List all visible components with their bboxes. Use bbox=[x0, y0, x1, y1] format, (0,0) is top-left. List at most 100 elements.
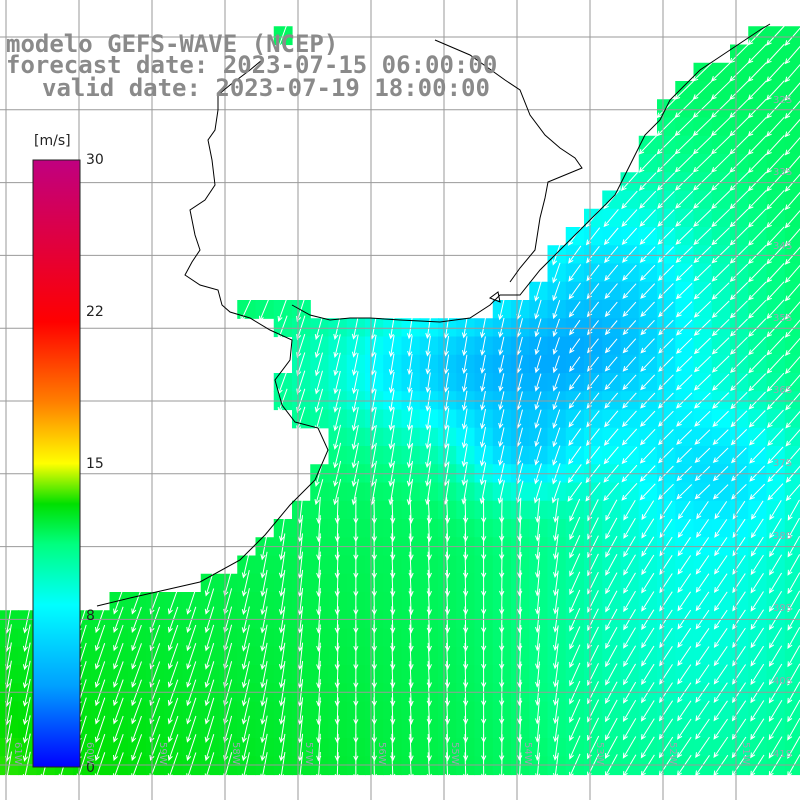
wind-arrow bbox=[729, 245, 749, 264]
wind-arrow bbox=[604, 283, 618, 300]
wind-arrow bbox=[462, 661, 469, 689]
field-cell bbox=[784, 81, 800, 100]
wind-arrow bbox=[605, 626, 618, 650]
wind-arrow bbox=[553, 570, 559, 597]
wind-arrow bbox=[517, 588, 523, 615]
wind-arrow bbox=[186, 697, 197, 725]
wind-arrow bbox=[603, 209, 619, 228]
wind-arrow bbox=[241, 733, 250, 762]
wind-arrow bbox=[713, 591, 728, 612]
wind-arrow bbox=[605, 499, 618, 522]
wind-arrow bbox=[462, 588, 469, 616]
wind-arrow bbox=[552, 445, 561, 466]
lat-label-35s: 35S bbox=[773, 313, 793, 324]
wind-arrow bbox=[784, 100, 800, 119]
wind-arrow bbox=[710, 135, 731, 155]
wind-arrow bbox=[131, 715, 142, 743]
wind-arrow bbox=[186, 588, 197, 615]
wind-arrow bbox=[766, 336, 785, 356]
wind-arrow bbox=[113, 643, 124, 670]
wind-arrow bbox=[131, 624, 142, 652]
wind-arrow bbox=[552, 373, 560, 392]
wind-arrow bbox=[693, 282, 712, 300]
wind-arrow bbox=[621, 446, 638, 465]
wind-arrow bbox=[693, 319, 711, 336]
wind-arrow bbox=[747, 135, 767, 155]
wind-arrow bbox=[534, 337, 542, 356]
wind-arrow bbox=[675, 301, 693, 318]
wind-arrow bbox=[768, 663, 783, 686]
wind-arrow bbox=[640, 356, 655, 372]
wind-arrow bbox=[656, 117, 676, 137]
wind-arrow bbox=[517, 551, 523, 579]
wind-arrow bbox=[497, 480, 505, 505]
wind-arrow bbox=[444, 515, 451, 543]
wind-arrow bbox=[277, 23, 288, 49]
wind-arrow bbox=[552, 281, 561, 302]
wind-arrow bbox=[314, 479, 324, 506]
wind-arrow bbox=[768, 700, 783, 722]
wind-arrow bbox=[462, 624, 469, 652]
wind-arrow bbox=[750, 573, 764, 594]
wind-arrow bbox=[622, 320, 637, 336]
wind-arrow bbox=[638, 135, 657, 155]
wind-arrow bbox=[641, 554, 655, 576]
wind-arrow bbox=[186, 734, 197, 762]
wind-arrow bbox=[713, 628, 728, 648]
wind-arrow bbox=[622, 374, 637, 391]
wind-arrow bbox=[676, 410, 693, 427]
wind-arrow bbox=[390, 733, 396, 762]
lon-label-60w: 60W bbox=[84, 742, 95, 765]
wind-arrow bbox=[390, 642, 396, 671]
wind-arrow bbox=[731, 718, 747, 740]
wind-arrow bbox=[604, 410, 619, 428]
wind-arrow bbox=[622, 301, 637, 318]
wind-arrow bbox=[693, 337, 711, 355]
wind-arrow bbox=[604, 356, 618, 372]
wind-arrow bbox=[750, 627, 765, 649]
wind-arrow bbox=[784, 228, 800, 247]
wind-arrow bbox=[640, 301, 655, 318]
wind-arrow bbox=[552, 734, 559, 761]
wind-arrow bbox=[674, 135, 694, 155]
wind-arrow bbox=[750, 663, 765, 685]
wind-arrow bbox=[730, 391, 748, 410]
wind-arrow bbox=[676, 736, 692, 759]
wind-arrow bbox=[204, 624, 215, 652]
wind-arrow bbox=[729, 172, 749, 192]
wind-arrow bbox=[729, 44, 749, 64]
wind-arrow bbox=[749, 428, 766, 446]
wind-arrow bbox=[623, 518, 636, 539]
colorbar-unit: [m/s] bbox=[34, 133, 71, 149]
wind-arrow bbox=[605, 645, 618, 668]
wind-arrow bbox=[351, 406, 359, 432]
wind-arrow bbox=[675, 392, 693, 409]
wind-arrow bbox=[390, 569, 396, 598]
wind-arrow bbox=[639, 227, 656, 245]
wind-arrow bbox=[552, 244, 561, 266]
wind-arrow bbox=[621, 227, 638, 245]
wind-arrow bbox=[480, 391, 486, 411]
wind-arrow bbox=[204, 642, 215, 670]
wind-arrow bbox=[695, 664, 710, 685]
lon-label-53w: 53W bbox=[594, 742, 605, 765]
wind-arrow bbox=[186, 643, 197, 670]
wind-arrow bbox=[296, 333, 306, 359]
wind-arrow bbox=[204, 697, 215, 725]
wind-arrow bbox=[534, 409, 542, 429]
wind-arrow bbox=[351, 352, 359, 376]
wind-arrow bbox=[113, 715, 124, 743]
wind-arrow bbox=[131, 643, 142, 670]
wind-arrow bbox=[784, 246, 800, 265]
wind-arrow bbox=[766, 391, 785, 410]
wind-arrow bbox=[693, 190, 712, 209]
wind-arrow bbox=[461, 354, 468, 375]
wind-arrow bbox=[714, 519, 728, 538]
wind-arrow bbox=[388, 353, 395, 376]
wind-arrow bbox=[444, 551, 451, 579]
wind-arrow bbox=[426, 624, 432, 652]
wind-arrow bbox=[552, 391, 561, 411]
wind-arrow bbox=[296, 315, 306, 341]
wind-arrow bbox=[444, 697, 451, 725]
field-cell bbox=[784, 446, 800, 465]
